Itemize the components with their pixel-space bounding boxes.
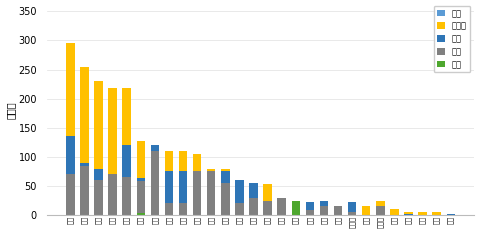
Bar [165, 151, 173, 172]
Bar [277, 197, 286, 215]
Bar [137, 181, 145, 213]
Bar [193, 172, 202, 215]
Bar [235, 180, 244, 203]
Bar [94, 81, 103, 168]
Bar [108, 88, 117, 174]
Bar [249, 197, 258, 215]
Bar [264, 201, 272, 215]
Bar [320, 206, 328, 215]
Bar [207, 168, 216, 172]
Bar [221, 172, 229, 183]
Bar [432, 212, 441, 215]
Bar [390, 209, 399, 215]
Legend: 其它, 太陽能, 風電, 火電, 水電: 其它, 太陽能, 風電, 火電, 水電 [433, 6, 470, 72]
Bar [221, 183, 229, 215]
Bar [122, 88, 131, 145]
Bar [151, 145, 159, 151]
Bar [306, 202, 314, 210]
Bar [66, 43, 74, 136]
Bar [66, 174, 74, 215]
Bar [94, 168, 103, 180]
Bar [404, 214, 413, 215]
Bar [165, 172, 173, 203]
Bar [264, 184, 272, 201]
Bar [137, 213, 145, 215]
Bar [122, 145, 131, 177]
Bar [235, 203, 244, 215]
Bar [404, 212, 413, 214]
Bar [193, 154, 202, 172]
Bar [348, 212, 356, 215]
Bar [291, 201, 300, 215]
Bar [362, 206, 371, 215]
Bar [306, 210, 314, 215]
Bar [376, 201, 384, 206]
Bar [137, 178, 145, 181]
Bar [108, 174, 117, 215]
Bar [419, 212, 427, 215]
Bar [80, 166, 89, 215]
Bar [165, 203, 173, 215]
Bar [221, 168, 229, 172]
Bar [80, 163, 89, 166]
Y-axis label: 萬千瓦: 萬千瓦 [6, 102, 15, 119]
Bar [320, 201, 328, 206]
Bar [348, 202, 356, 212]
Bar [179, 203, 187, 215]
Bar [249, 183, 258, 197]
Bar [334, 206, 342, 215]
Bar [179, 172, 187, 203]
Bar [151, 151, 159, 215]
Bar [179, 151, 187, 172]
Bar [207, 172, 216, 215]
Bar [80, 67, 89, 163]
Bar [66, 136, 74, 174]
Bar [376, 206, 384, 215]
Bar [94, 180, 103, 215]
Bar [137, 141, 145, 178]
Bar [122, 177, 131, 215]
